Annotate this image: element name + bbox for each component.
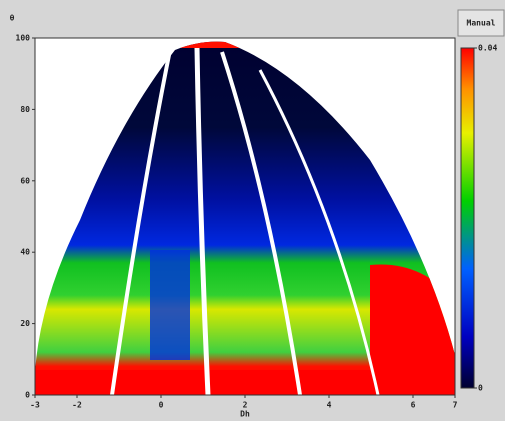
x-tick-label: 7 [453,401,458,410]
x-tick-label: 0 [159,401,164,410]
colorbar [460,47,475,389]
streaks [110,47,380,396]
y-tick-label: 100 [16,34,31,43]
manual-button[interactable] [457,9,505,37]
y-tick-label: 40 [20,248,30,257]
colorbar-tick-label: 0.04 [478,44,497,53]
y-tick-label: 60 [20,176,30,185]
x-tick-label: -3 [30,401,40,410]
x-tick-label: 4 [327,401,332,410]
button-label[interactable]: Manual [467,19,496,28]
y-tick-label: 20 [20,319,30,328]
x-tick-label: 6 [411,401,416,410]
colorbar-tick-label: 0 [478,384,483,393]
y-tick-label: 0 [25,391,30,400]
x-tick-label: 2 [243,401,248,410]
x-tick-label: -2 [72,401,82,410]
y-axis-label: θ [10,14,15,23]
x-axis-label: Dh [240,410,250,419]
y-tick-label: 80 [20,105,30,114]
